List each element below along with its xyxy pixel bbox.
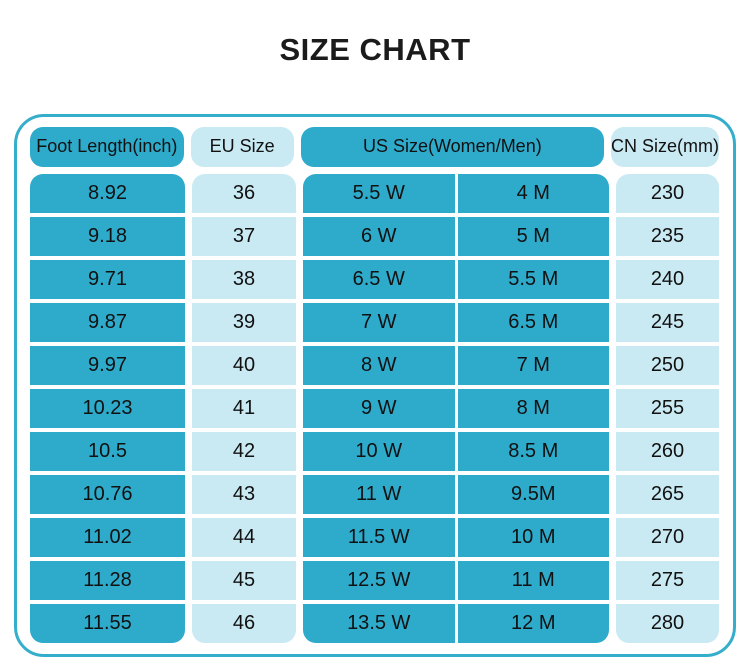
- us-size-pair: 7 W 6.5 M: [303, 302, 609, 342]
- cell-cn-size-mm: 260: [616, 431, 719, 471]
- cell-foot-length-inch: 11.28: [30, 560, 185, 600]
- cell-foot-length-inch: 9.97: [30, 345, 185, 385]
- header-foot-length-inch: Foot Length(inch): [30, 126, 184, 167]
- size-chart-table: Foot Length(inch) EU Size US Size(Women/…: [14, 113, 736, 657]
- cell-us-size-women: 6 W: [303, 216, 455, 256]
- cell-cn-size-mm: 275: [616, 560, 719, 600]
- cell-foot-length-inch: 11.02: [30, 517, 185, 557]
- cell-cn-size-mm: 240: [616, 259, 719, 299]
- cell-foot-length-inch: 10.5: [30, 431, 185, 471]
- us-size-pair: 12.5 W 11 M: [303, 560, 609, 600]
- cell-cn-size-mm: 265: [616, 474, 719, 514]
- cell-cn-size-mm: 235: [616, 216, 719, 256]
- us-size-pair: 6.5 W 5.5 M: [303, 259, 609, 299]
- cell-us-size-men: 6.5 M: [457, 302, 609, 342]
- cell-us-size-women: 11 W: [303, 474, 455, 514]
- us-size-pair: 11 W 9.5M: [303, 474, 609, 514]
- cell-us-size-women: 9 W: [303, 388, 455, 428]
- page-title: SIZE CHART: [279, 32, 471, 67]
- table-row: 11.55 46 13.5 W 12 M 280: [30, 603, 719, 643]
- cell-eu-size: 37: [192, 216, 296, 256]
- cell-eu-size: 40: [192, 345, 296, 385]
- header-eu-size: EU Size: [190, 126, 294, 167]
- table-row: 10.5 42 10 W 8.5 M 260: [30, 431, 719, 471]
- cell-eu-size: 45: [192, 560, 296, 600]
- cell-us-size-women: 13.5 W: [303, 603, 455, 643]
- cell-foot-length-inch: 10.76: [30, 474, 185, 514]
- table-row: 11.28 45 12.5 W 11 M 275: [30, 560, 719, 600]
- cell-eu-size: 46: [192, 603, 296, 643]
- us-size-pair: 10 W 8.5 M: [303, 431, 609, 471]
- cell-cn-size-mm: 245: [616, 302, 719, 342]
- cell-us-size-men: 10 M: [457, 517, 609, 557]
- cell-eu-size: 39: [192, 302, 296, 342]
- us-size-pair: 11.5 W 10 M: [303, 517, 609, 557]
- cell-foot-length-inch: 9.71: [30, 259, 185, 299]
- cell-us-size-men: 9.5M: [457, 474, 609, 514]
- cell-us-size-women: 11.5 W: [303, 517, 455, 557]
- table-row: 9.87 39 7 W 6.5 M 245: [30, 302, 719, 342]
- table-row: 11.02 44 11.5 W 10 M 270: [30, 517, 719, 557]
- cell-us-size-men: 8.5 M: [457, 431, 609, 471]
- cell-us-size-women: 6.5 W: [303, 259, 455, 299]
- cell-eu-size: 42: [192, 431, 296, 471]
- cell-cn-size-mm: 280: [616, 603, 719, 643]
- header-cn-size-mm: CN Size(mm): [611, 126, 719, 167]
- table-row: 9.71 38 6.5 W 5.5 M 240: [30, 259, 719, 299]
- cell-us-size-women: 5.5 W: [303, 173, 455, 213]
- cell-us-size-men: 11 M: [457, 560, 609, 600]
- us-size-pair: 13.5 W 12 M: [303, 603, 609, 643]
- cell-us-size-men: 5.5 M: [457, 259, 609, 299]
- cell-eu-size: 43: [192, 474, 296, 514]
- cell-eu-size: 41: [192, 388, 296, 428]
- cell-cn-size-mm: 255: [616, 388, 719, 428]
- cell-foot-length-inch: 10.23: [30, 388, 185, 428]
- cell-us-size-women: 10 W: [303, 431, 455, 471]
- cell-us-size-women: 7 W: [303, 302, 455, 342]
- table-header-row: Foot Length(inch) EU Size US Size(Women/…: [30, 126, 719, 167]
- cell-cn-size-mm: 230: [616, 173, 719, 213]
- cell-us-size-men: 8 M: [457, 388, 609, 428]
- cell-eu-size: 36: [192, 173, 296, 213]
- cell-us-size-men: 7 M: [457, 345, 609, 385]
- table-row: 10.76 43 11 W 9.5M 265: [30, 474, 719, 514]
- cell-foot-length-inch: 11.55: [30, 603, 185, 643]
- cell-us-size-women: 8 W: [303, 345, 455, 385]
- cell-foot-length-inch: 9.87: [30, 302, 185, 342]
- cell-eu-size: 44: [192, 517, 296, 557]
- cell-foot-length-inch: 9.18: [30, 216, 185, 256]
- cell-cn-size-mm: 270: [616, 517, 719, 557]
- cell-us-size-women: 12.5 W: [303, 560, 455, 600]
- cell-us-size-men: 5 M: [457, 216, 609, 256]
- cell-us-size-men: 12 M: [457, 603, 609, 643]
- cell-foot-length-inch: 8.92: [30, 173, 185, 213]
- header-us-size-women-men: US Size(Women/Men): [300, 126, 604, 167]
- cell-cn-size-mm: 250: [616, 345, 719, 385]
- cell-us-size-men: 4 M: [457, 173, 609, 213]
- cell-eu-size: 38: [192, 259, 296, 299]
